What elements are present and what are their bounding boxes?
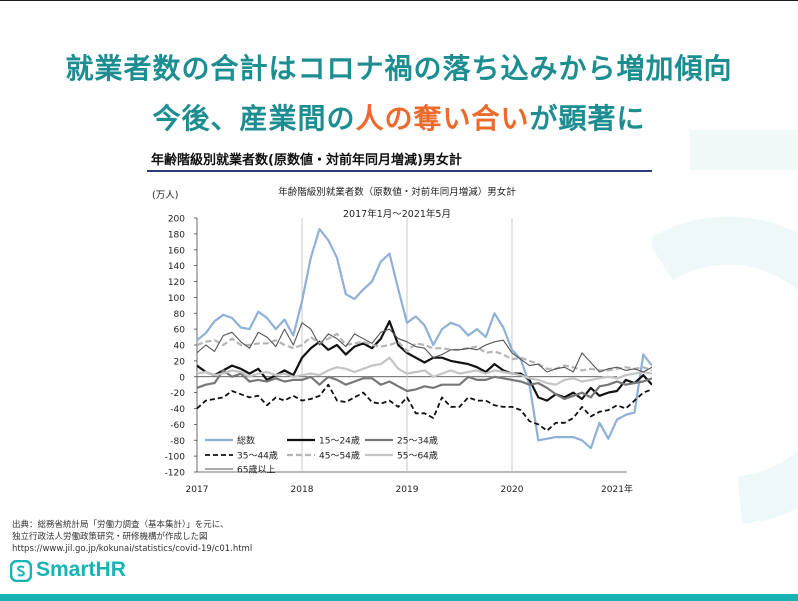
chart-heading-underline: [147, 170, 652, 172]
chart-heading-box: 年齢階級別就業者数(原数値・対前年同月増減)男女計: [147, 146, 652, 172]
chart-heading: 年齢階級別就業者数(原数値・対前年同月増減)男女計: [151, 153, 462, 168]
source-line-1: 出典：総務省統計局「労働力調査（基本集計）」を元に、: [12, 520, 229, 530]
y-tick-label: 180: [168, 230, 185, 240]
legend-label: 45～54歳: [319, 450, 360, 462]
x-tick-label: 2019: [396, 485, 419, 495]
y-tick-label: 200: [168, 215, 185, 225]
legend-label: 55～64歳: [397, 450, 438, 462]
y-tick-label: 160: [168, 246, 185, 256]
x-tick-label: 2017: [186, 485, 209, 495]
chart-subtitle: 2017年1月～2021年5月: [343, 208, 451, 220]
y-tick-label: 0: [179, 373, 185, 383]
x-tick-label: 2021年: [601, 483, 633, 495]
legend-label: 総数: [237, 435, 255, 447]
y-tick-label: 120: [168, 278, 185, 288]
title-line2-accent: 人の奪い合い: [355, 102, 530, 135]
series-line-0: [196, 227, 652, 450]
y-tick-label: -60: [170, 421, 185, 431]
top-border: [0, 0, 798, 1]
chart-background: [147, 174, 652, 500]
bottom-accent-bar: [0, 594, 798, 601]
y-tick-label: -100: [165, 453, 186, 463]
source-note: 出典：総務省統計局「労働力調査（基本集計）」を元に、 独立行政法人労働政策研究・…: [12, 519, 252, 555]
y-tick-label: -40: [170, 405, 185, 415]
y-tick-label: 20: [174, 357, 186, 367]
y-tick-label: 140: [168, 262, 185, 272]
source-line-2: 独立行政法人労働政策研究・研修機構が作成した図: [12, 532, 208, 542]
legend-label: 65歳以上: [237, 464, 275, 476]
x-tick-label: 2020: [501, 485, 524, 495]
legend-label: 35～44歳: [237, 450, 278, 462]
employment-line-chart: 年齢階級別就業者数（原数値・対前年同月増減）男女計 2017年1月～2021年5…: [147, 174, 652, 500]
y-tick-label: 100: [168, 294, 185, 304]
source-line-3: https://www.jil.go.jp/kokunai/statistics…: [12, 544, 253, 554]
series-line-4: [196, 332, 652, 372]
series-line-3: [196, 383, 652, 432]
legend-label: 15～24歳: [319, 435, 360, 447]
y-tick-label: 40: [174, 342, 186, 352]
series-line-5: [196, 356, 652, 386]
y-tick-label: 60: [174, 326, 186, 336]
title-line2-pre: 今後、産業間の: [152, 102, 356, 135]
y-tick-label: -20: [170, 389, 185, 399]
series-line-6: [196, 322, 652, 373]
y-tick-label: -80: [170, 437, 185, 447]
legend-label: 25～34歳: [397, 435, 438, 447]
y-axis-unit-label: (万人): [152, 190, 178, 201]
chart-title: 年齢階級別就業者数（原数値・対前年同月増減）男女計: [278, 186, 516, 198]
logo-text: SmartHR: [36, 558, 126, 581]
slide-title-line2: 今後、産業間の人の奪い合いが顕著に: [0, 97, 798, 137]
title-line2-post: が顕著に: [529, 102, 646, 135]
y-tick-label: -120: [165, 469, 186, 479]
logo-mark-icon: [10, 560, 32, 582]
slide-title-line1: 就業者数の合計はコロナ禍の落ち込みから増加傾向: [65, 52, 733, 85]
y-tick-label: 80: [174, 310, 186, 320]
deco-arc: [647, 216, 798, 524]
x-tick-label: 2018: [291, 485, 314, 495]
series-line-2: [196, 369, 652, 401]
